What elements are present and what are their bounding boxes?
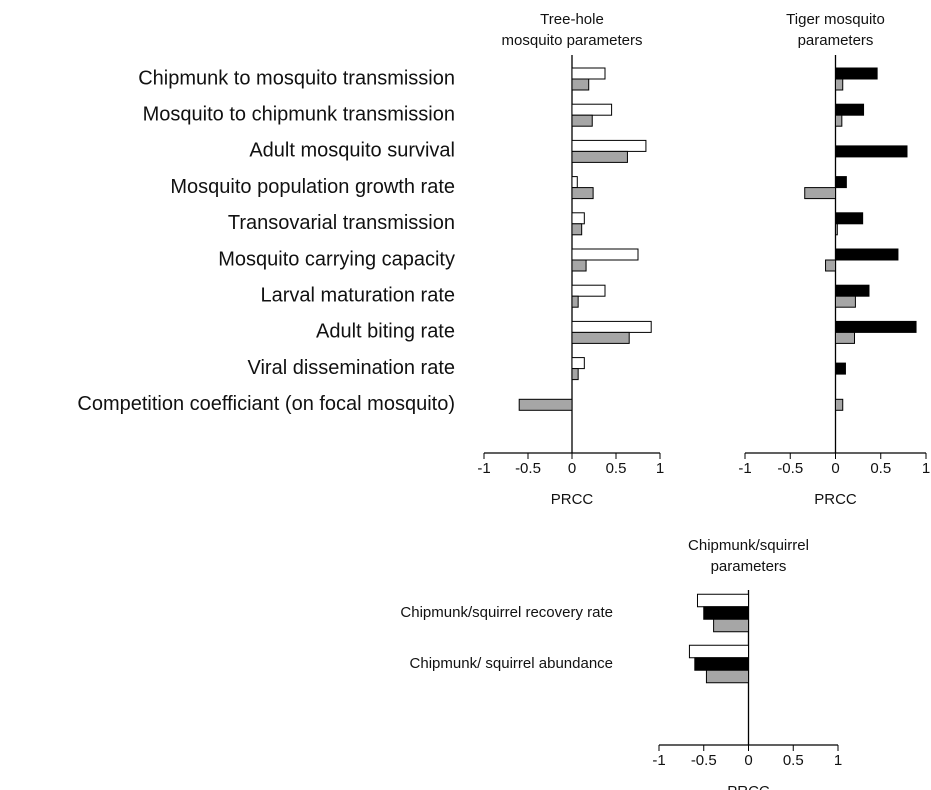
category-label: Chipmunk/ squirrel abundance	[410, 655, 613, 672]
bar	[835, 295, 856, 308]
title-line: Tree-hole	[540, 11, 604, 28]
bar	[835, 248, 899, 261]
x-tick-label: 0.5	[606, 460, 627, 477]
bar	[713, 618, 749, 633]
category-label: Mosquito to chipmunk transmission	[143, 103, 455, 125]
bar	[571, 176, 578, 189]
bar	[571, 78, 590, 91]
bar	[571, 103, 613, 116]
bar	[694, 657, 749, 671]
bar	[703, 606, 749, 620]
bar	[835, 67, 878, 80]
category-label: Adult biting rate	[316, 321, 455, 343]
bar	[571, 187, 594, 200]
bar	[835, 176, 847, 189]
x-tick-label: 1	[656, 460, 664, 477]
bar	[835, 103, 865, 116]
x-tick-label: -1	[477, 460, 490, 477]
bar	[835, 212, 864, 225]
bar	[835, 331, 856, 344]
x-axis-label: PRCC	[551, 491, 594, 508]
x-tick-label: 0	[744, 752, 752, 769]
x-tick-label: 0.5	[783, 752, 804, 769]
category-label: Adult mosquito survival	[249, 140, 455, 162]
bar	[835, 284, 870, 297]
x-tick-label: 0.5	[870, 460, 891, 477]
bar	[571, 320, 652, 333]
x-tick-label: -0.5	[691, 752, 717, 769]
bar	[835, 145, 908, 158]
category-label: Mosquito carrying capacity	[218, 248, 455, 270]
x-tick-label: 1	[834, 752, 842, 769]
bar	[835, 223, 838, 236]
title-line: mosquito parameters	[502, 32, 643, 49]
bar	[571, 331, 630, 344]
bar	[571, 114, 593, 127]
x-tick-label: -0.5	[515, 460, 541, 477]
panel-title: Tree-hole mosquito parameters	[502, 11, 643, 49]
category-label: Mosquito population growth rate	[170, 176, 455, 198]
bar	[571, 357, 585, 370]
x-tick-label: -0.5	[777, 460, 803, 477]
bar	[571, 259, 587, 272]
category-label: Viral dissemination rate	[247, 357, 455, 379]
bar	[825, 259, 836, 272]
bar	[571, 150, 628, 163]
bar	[571, 295, 579, 308]
bar	[835, 398, 844, 411]
bar	[696, 593, 749, 608]
title-line: parameters	[798, 32, 874, 49]
bar	[835, 78, 844, 91]
bar	[571, 223, 583, 236]
title-line: parameters	[711, 558, 787, 575]
bar	[705, 669, 749, 684]
x-tick-label: -1	[652, 752, 665, 769]
bar	[835, 362, 846, 375]
title-line: Tiger mosquito	[786, 11, 885, 28]
bar	[571, 248, 639, 261]
x-tick-label: 0	[831, 460, 839, 477]
panel-title: Tiger mosquito parameters	[786, 11, 885, 49]
title-line: Chipmunk/squirrel	[688, 537, 809, 554]
bar	[571, 368, 579, 381]
bar	[804, 187, 836, 200]
x-tick-label: -1	[738, 460, 751, 477]
bar	[518, 398, 573, 411]
category-label: Chipmunk to mosquito transmission	[138, 67, 455, 89]
x-tick-label: 0	[568, 460, 576, 477]
bar	[835, 114, 843, 127]
bar	[571, 284, 606, 297]
bar	[571, 212, 585, 225]
panel-title: Chipmunk/squirrel parameters	[688, 537, 809, 575]
x-axis-label: PRCC	[727, 783, 770, 790]
x-tick-label: 1	[922, 460, 930, 477]
category-label: Chipmunk/squirrel recovery rate	[400, 604, 613, 621]
category-label: Larval maturation rate	[260, 284, 455, 306]
bar	[835, 320, 917, 333]
bar	[688, 644, 749, 659]
bar	[571, 67, 606, 80]
bar	[571, 139, 647, 152]
x-axis-label: PRCC	[814, 491, 857, 508]
category-label: Competition coefficiant (on focal mosqui…	[77, 393, 455, 415]
category-label: Transovarial transmission	[228, 212, 455, 234]
